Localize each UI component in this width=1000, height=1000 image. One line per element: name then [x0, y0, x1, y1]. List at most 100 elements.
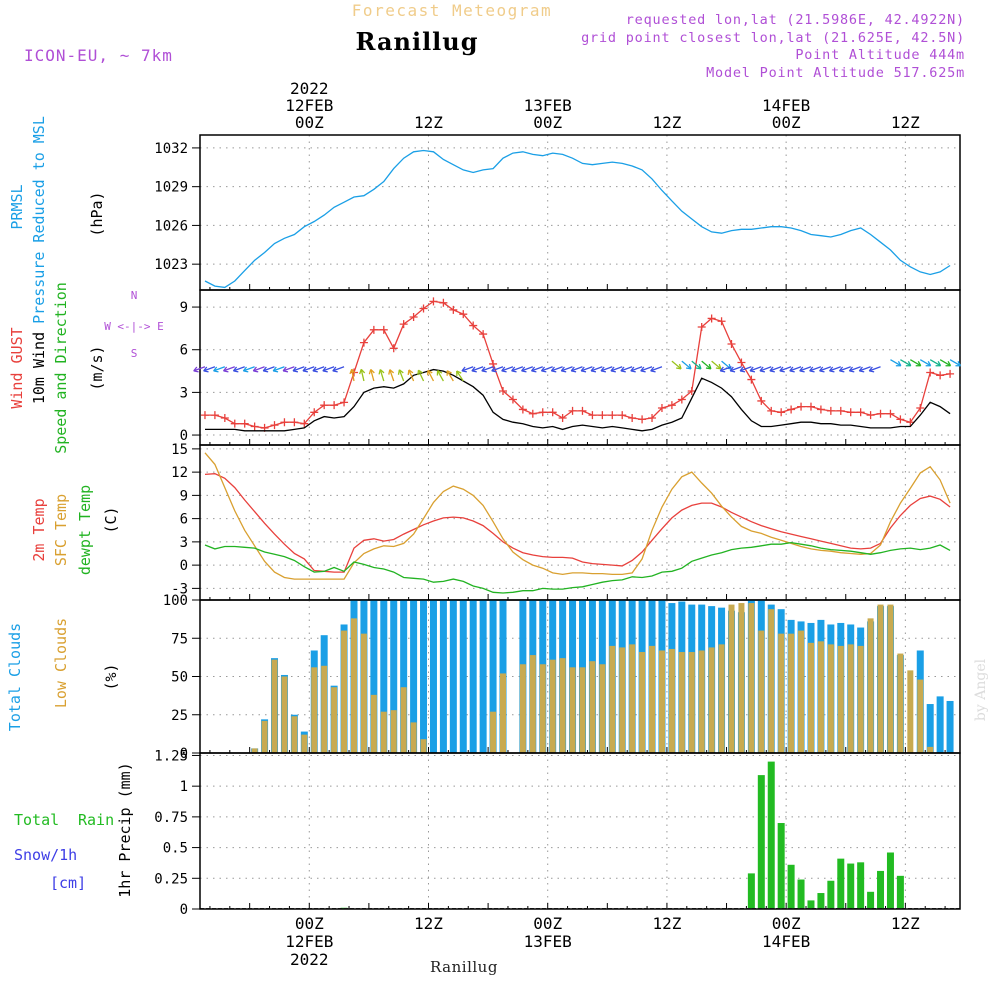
gust-marker: [916, 404, 925, 413]
low-cloud-bar: [331, 687, 338, 753]
wind-arrow-head: [739, 366, 746, 373]
wind-arrow-head: [620, 366, 626, 373]
bottom-time-label: 00Z: [295, 914, 324, 933]
top-time-label: 2022: [290, 79, 329, 98]
wind-arrow: [910, 359, 922, 367]
panel-frame: [199, 134, 961, 291]
bottom-time-label: 13FEB: [524, 932, 572, 951]
low-cloud-bar: [261, 720, 268, 753]
footer-location: Ranillug: [430, 958, 498, 976]
gust-marker: [220, 413, 229, 422]
gust-marker: [558, 413, 567, 422]
wind-arrow: [398, 369, 405, 382]
wind-arrow: [282, 366, 295, 372]
wind-arrow: [417, 369, 425, 382]
compass-we: W <-|-> E: [104, 320, 164, 333]
label-cm: [cm]: [50, 874, 86, 892]
y-tick-label: 1026: [154, 218, 188, 234]
y-tick-label: 0.5: [163, 841, 188, 857]
precip-bar: [807, 900, 815, 909]
bottom-time-label: 00Z: [772, 914, 801, 933]
series-line: [204, 473, 951, 573]
wind-arrow-head: [203, 366, 209, 373]
bottom-time-label: 12Z: [891, 914, 920, 933]
wind-arrow: [233, 366, 245, 372]
wind-arrow-head: [895, 360, 902, 367]
gust-marker: [866, 411, 875, 420]
gust-marker: [777, 408, 786, 417]
y-tick-label: 1.25: [154, 748, 188, 764]
cloud-bar: [429, 600, 437, 753]
wind-arrow-head: [446, 370, 452, 376]
wind-arrow-head: [521, 366, 527, 373]
cloud-bar: [370, 600, 378, 753]
gust-marker: [439, 298, 448, 307]
cloud-bar: [410, 600, 418, 753]
wind-arrow: [779, 366, 792, 372]
wind-arrow-head: [705, 363, 712, 370]
y-tick-label: 0: [180, 746, 188, 762]
gust-marker: [578, 406, 587, 415]
gust-marker: [330, 401, 339, 410]
gust-marker: [389, 344, 398, 353]
low-cloud-bar: [370, 694, 377, 753]
gust-marker: [816, 405, 825, 414]
wind-arrow-head: [540, 366, 547, 373]
wind-arrow-head: [388, 369, 395, 375]
low-cloud-bar: [708, 647, 715, 753]
label-snow: Snow/1h: [14, 846, 77, 864]
bottom-time-label: 2022: [290, 950, 329, 969]
gust-marker: [489, 359, 498, 368]
wind-arrow: [600, 366, 613, 372]
top-time-label: 12Z: [652, 113, 681, 132]
wind-arrow: [711, 360, 722, 370]
gust-marker: [240, 419, 249, 428]
gust-marker: [518, 405, 527, 414]
wind-arrow: [541, 366, 553, 372]
top-time-label: 14FEB: [762, 96, 810, 115]
wind-arrow: [729, 366, 742, 372]
precip-bar: [817, 893, 825, 909]
wind-arrow-head: [685, 363, 692, 370]
wind-arrow-head: [799, 366, 805, 373]
wind-arrow: [570, 366, 583, 372]
gust-marker: [409, 313, 418, 322]
y-tick-label: 6: [180, 512, 188, 528]
ylabel-precip: 1hr Precip (mm): [116, 762, 134, 897]
wind-arrow: [949, 359, 961, 367]
gust-marker: [886, 409, 895, 418]
low-cloud-bar: [529, 655, 536, 753]
precip-bar: [757, 775, 765, 909]
low-cloud-bar: [609, 645, 616, 753]
ylabel-pressure: Pressure Reduced to MSL: [30, 116, 48, 324]
gust-marker: [856, 408, 865, 417]
gust-marker: [896, 415, 905, 424]
low-cloud-bar: [350, 618, 357, 753]
gust-marker: [906, 418, 915, 427]
low-cloud-bar: [857, 645, 864, 753]
wind-arrow: [561, 366, 573, 372]
low-cloud-bar: [490, 711, 497, 753]
wind-arrow-head: [955, 360, 962, 367]
label-total: Total: [14, 811, 59, 829]
low-cloud-bar: [718, 644, 725, 753]
panel-pressure: 1023 1026 1029 1032: [154, 134, 961, 291]
low-cloud-bar: [877, 604, 884, 753]
wind-arrow: [620, 366, 633, 372]
low-cloud-bar: [748, 603, 755, 753]
gust-marker: [598, 411, 607, 420]
bottom-time-label: 14FEB: [762, 932, 810, 951]
ylabel-percent: (%): [102, 663, 120, 690]
gust-marker: [836, 406, 845, 415]
wind-arrow-head: [769, 366, 775, 373]
low-cloud-bar: [360, 633, 367, 753]
gust-marker: [826, 406, 835, 415]
wind-arrow: [491, 366, 504, 372]
precip-bar: [767, 761, 775, 909]
y-tick-label: 75: [171, 631, 188, 647]
y-tick-label: 9: [180, 488, 188, 504]
gust-marker: [608, 411, 617, 420]
gust-marker: [568, 406, 577, 415]
low-cloud-bar: [827, 644, 834, 753]
gust-marker: [479, 330, 488, 339]
